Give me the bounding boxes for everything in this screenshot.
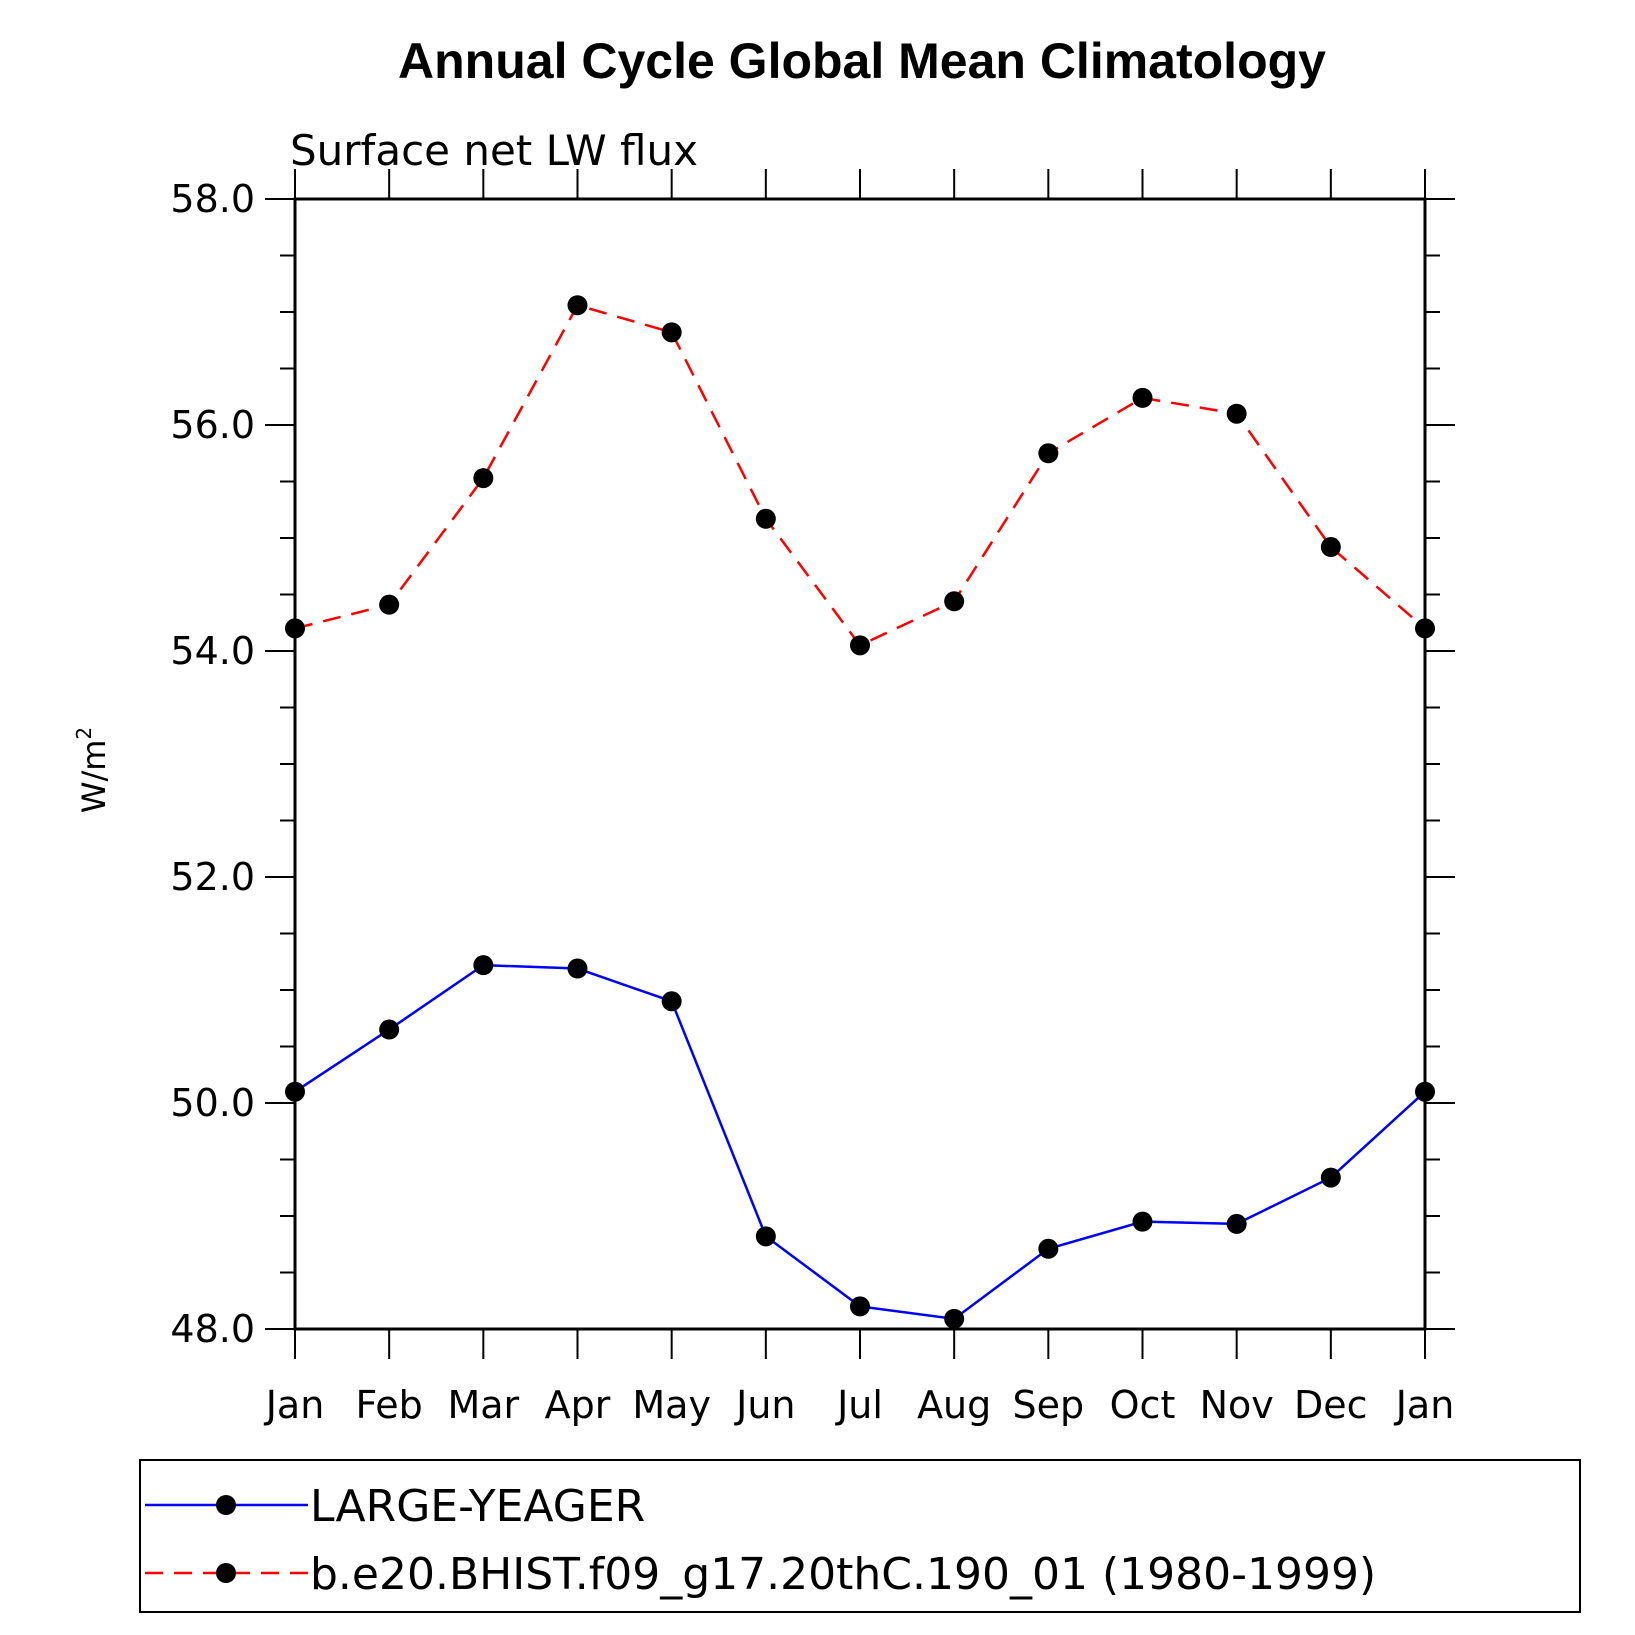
data-point (850, 1296, 870, 1317)
legend-marker-1 (216, 1563, 236, 1583)
x-tick-label: Aug (917, 1383, 991, 1427)
data-point (944, 591, 965, 612)
data-point (285, 1081, 305, 1102)
legend-label-0: LARGE-YEAGER (310, 1481, 645, 1532)
data-point (661, 322, 682, 343)
data-point (1132, 1211, 1153, 1232)
x-tick-label: May (632, 1383, 711, 1427)
data-point (1038, 443, 1059, 464)
y-tick-label: 48.0 (170, 1307, 255, 1351)
series-line-1 (294, 303, 1426, 647)
x-tick-label: Jul (835, 1383, 883, 1427)
data-point (1320, 537, 1341, 558)
data-point (567, 295, 588, 316)
x-tick-label: Oct (1110, 1383, 1176, 1427)
y-tick-label: 52.0 (170, 855, 255, 899)
legend-marker-0 (216, 1495, 236, 1515)
data-point (1226, 403, 1247, 424)
x-tick-label: Jan (264, 1383, 325, 1427)
data-point (473, 955, 494, 976)
legend-box (139, 1459, 1581, 1613)
x-tick-label: Nov (1200, 1383, 1274, 1427)
data-point (1320, 1167, 1341, 1188)
x-tick-labels: Jan Feb Mar Apr May Jun Jul Aug Sep Oct Nov Dec Jan (264, 1383, 1455, 1427)
data-point (755, 508, 776, 529)
data-point (1415, 1081, 1435, 1102)
axis-ticks (265, 169, 1455, 1359)
chart-title: Annual Cycle Global Mean Climatology (398, 33, 1326, 89)
series-group (285, 295, 1435, 1329)
data-point (285, 618, 305, 639)
x-tick-label: Sep (1013, 1383, 1085, 1427)
x-tick-label: Jun (734, 1383, 795, 1427)
x-tick-label: Feb (356, 1383, 423, 1427)
data-point (379, 594, 400, 615)
data-point (473, 468, 494, 489)
data-point (379, 1019, 400, 1040)
y-tick-label: 58.0 (170, 177, 255, 221)
plot-frame (293, 197, 1427, 1331)
x-tick-label: Apr (545, 1383, 611, 1427)
y-axis-label: W/m2 (72, 727, 113, 813)
data-point (1132, 387, 1153, 408)
data-point (755, 1226, 776, 1247)
y-axis-label-text: W/m (75, 740, 113, 814)
data-point (661, 991, 682, 1012)
data-point (850, 635, 870, 656)
data-point (1415, 618, 1435, 639)
data-point (567, 958, 588, 979)
x-tick-label: Mar (447, 1383, 519, 1427)
legend: LARGE-YEAGER b.e20.BHIST.f09_g17.20thC.19… (145, 1481, 1376, 1600)
series-line-0 (294, 963, 1426, 1321)
data-point (1226, 1213, 1247, 1234)
y-tick-label: 54.0 (170, 629, 255, 673)
y-tick-label: 56.0 (170, 403, 255, 447)
y-tick-label: 50.0 (170, 1081, 255, 1125)
x-tick-label: Dec (1294, 1383, 1368, 1427)
legend-label-1: b.e20.BHIST.f09_g17.20thC.190_01 (1980-1… (310, 1549, 1376, 1600)
y-tick-labels: 48.0 50.0 52.0 54.0 56.0 58.0 (170, 177, 255, 1351)
y-axis-label-superscript: 2 (72, 727, 96, 740)
x-tick-label: Jan (1394, 1383, 1455, 1427)
data-point (1038, 1238, 1059, 1259)
data-point (944, 1308, 965, 1329)
chart-subtitle: Surface net LW flux (290, 126, 698, 175)
